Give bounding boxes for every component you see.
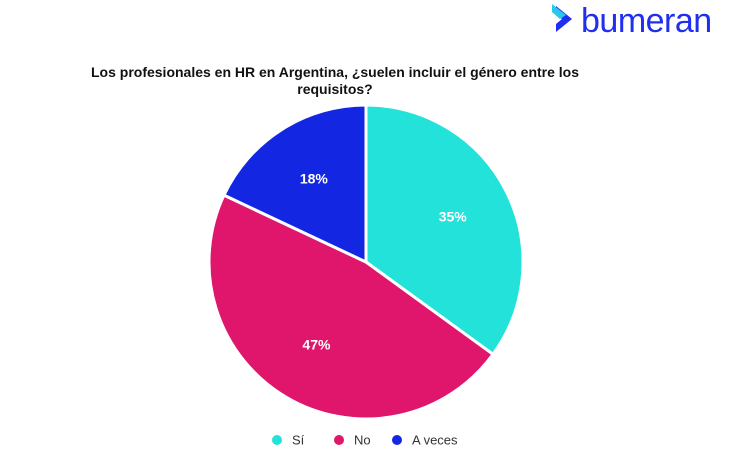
logo-icon [552,4,572,32]
pie-slice [364,103,525,357]
legend-marker [272,435,282,445]
value-label: 47% [302,336,331,352]
value-label: 35% [439,209,468,225]
legend-marker [334,435,344,445]
pie-slice [207,193,496,421]
pie-slice [221,103,368,265]
logo: bumeran [581,2,712,40]
legend-label: Sí [292,432,305,447]
legend-label: A veces [412,432,458,447]
legend-label: No [354,432,371,447]
chart-title: Los profesionales en HR en Argentina, ¿s… [90,64,580,97]
legend-marker [392,435,402,445]
value-label: 18% [300,171,329,187]
